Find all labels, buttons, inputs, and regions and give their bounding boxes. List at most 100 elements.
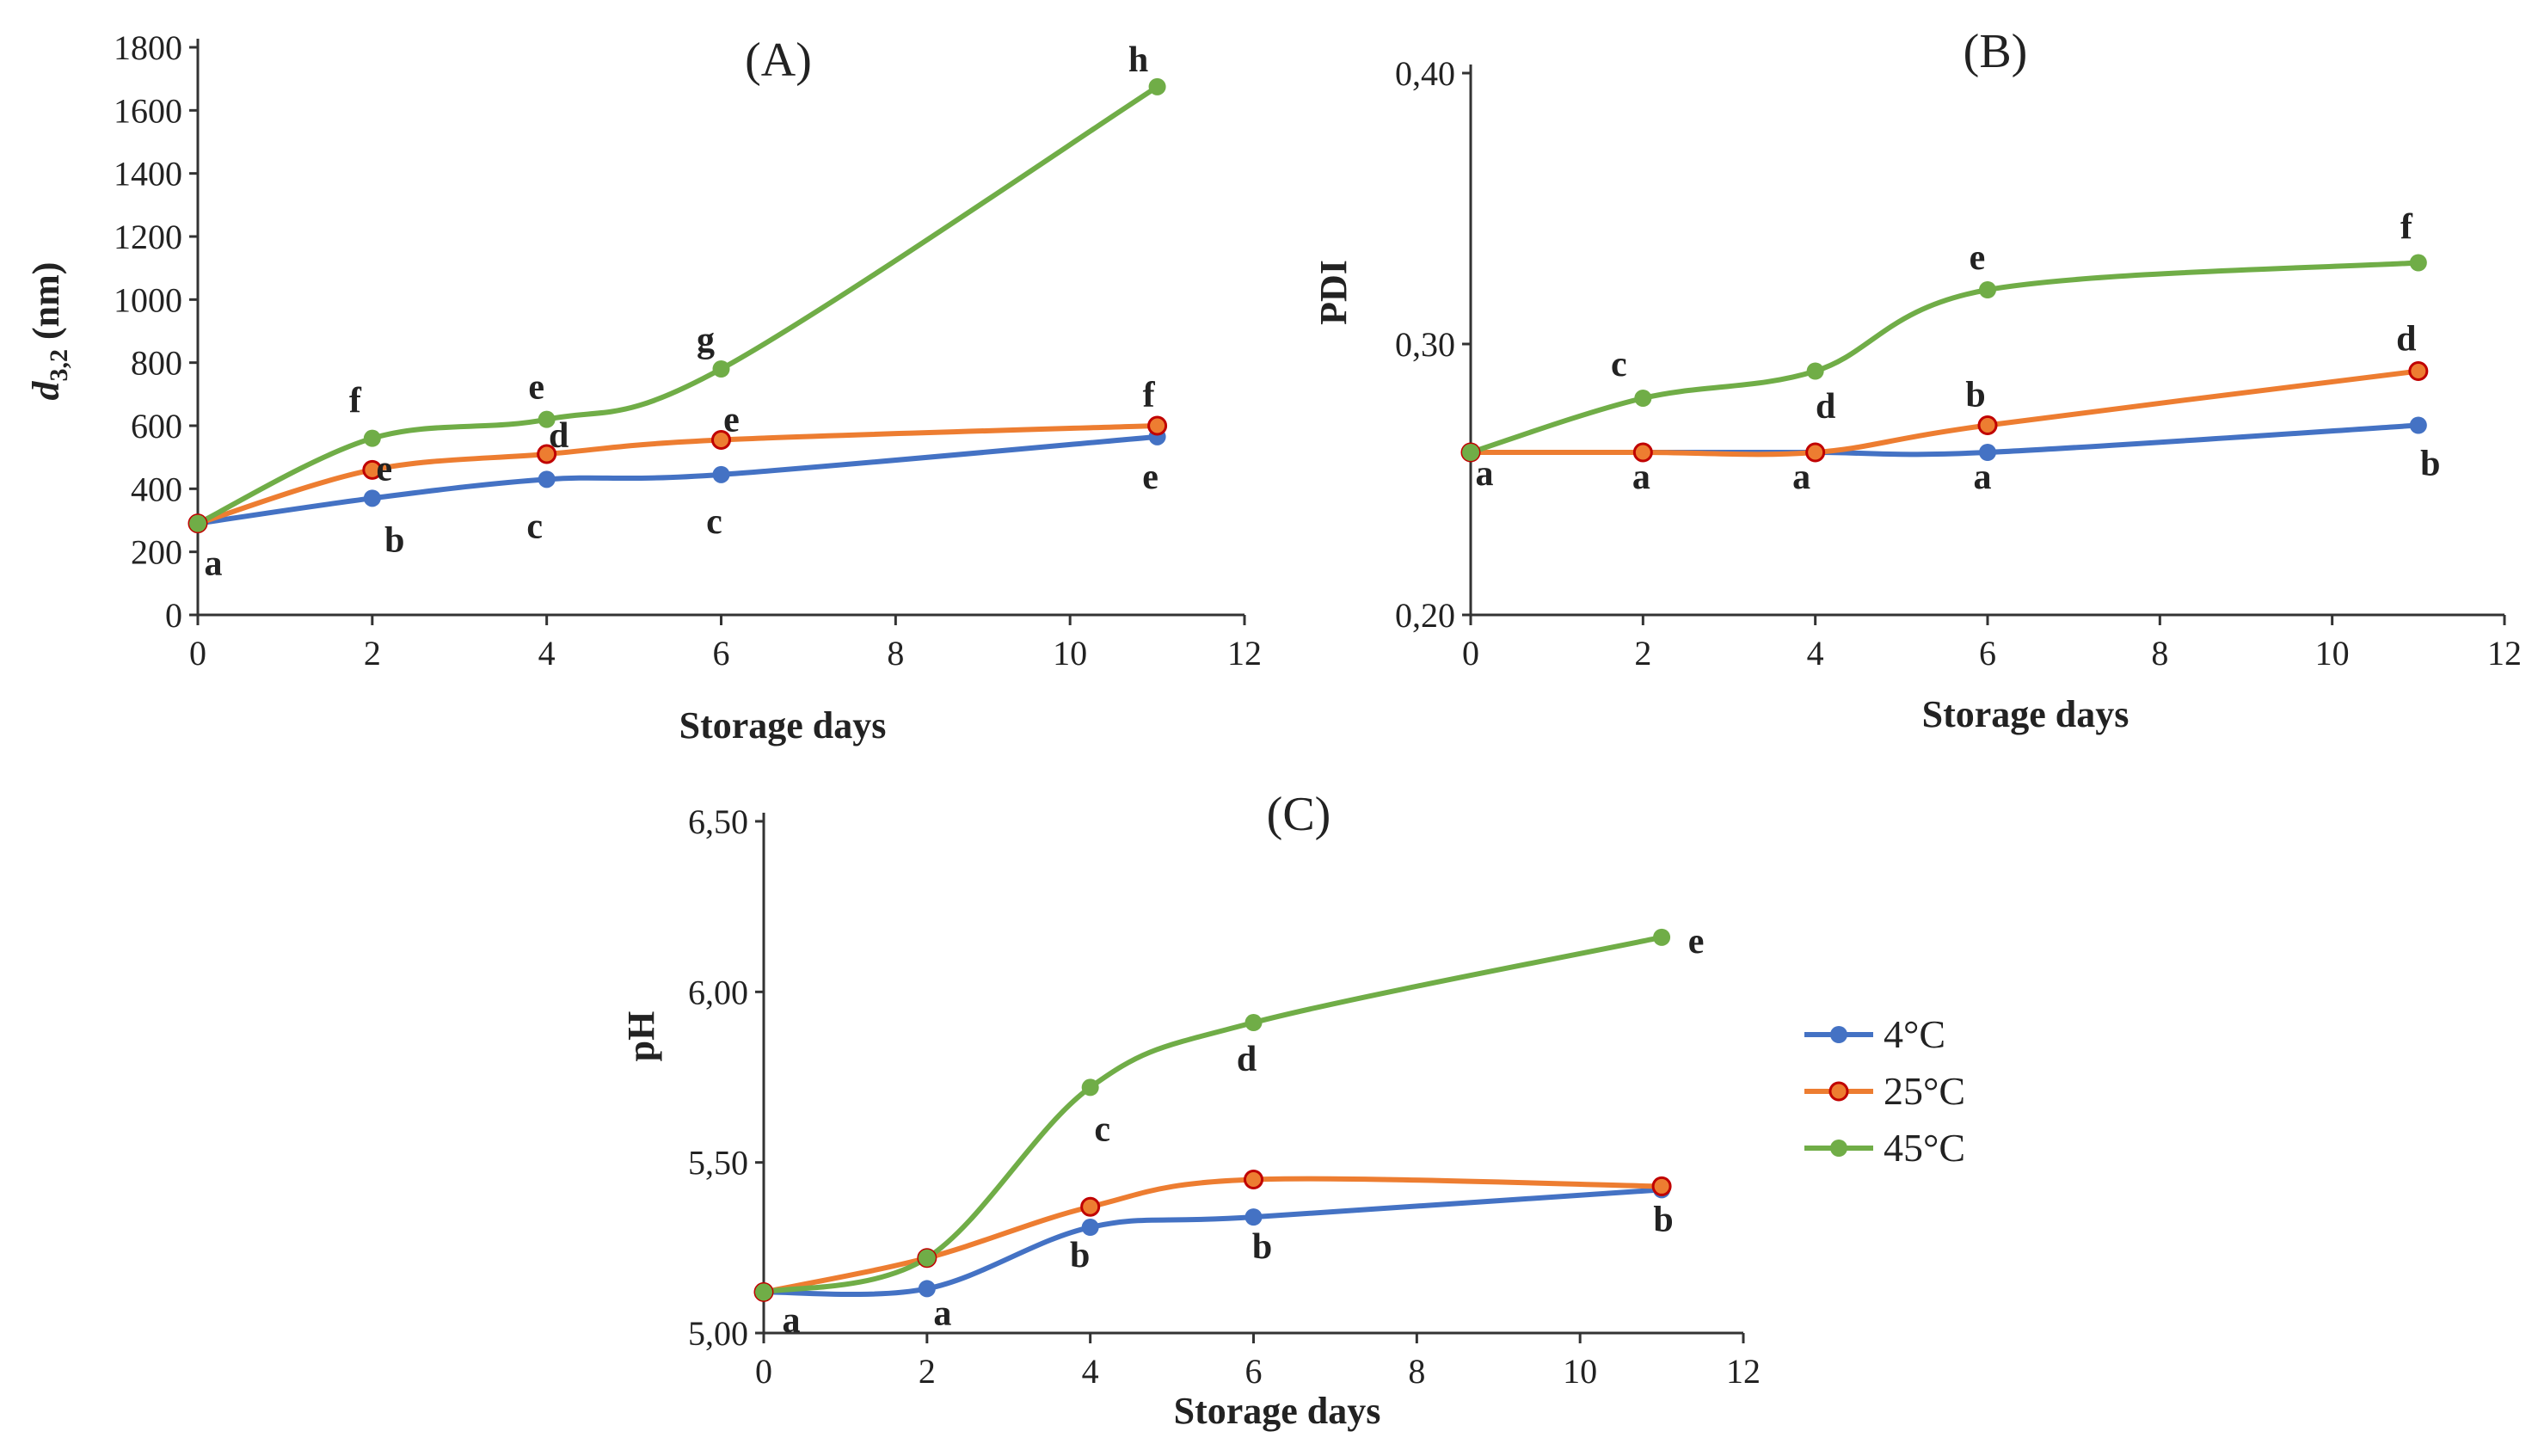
data-point [363,429,381,447]
legend: 4°C 25°C 45°C [1804,1012,1965,1170]
y-tick-label: 5,50 [688,1144,748,1183]
data-point [189,514,206,532]
data-point [538,410,556,428]
panel-title: (B) [1964,25,2028,78]
y-tick-label: 1600 [114,91,182,130]
y-axis-title: pH [620,1011,662,1062]
significance-letter: b [384,520,404,560]
significance-letter: e [528,368,544,408]
data-point [362,459,383,480]
x-tick-label: 12 [1726,1352,1761,1391]
y-tick-label: 400 [131,470,182,508]
panel-c: 0 2 4 6 8 10 12 5,00 5,50 6,00 6,50 (C) Storage days… [620,788,1761,1432]
x-axis-title: Storage days [679,704,887,746]
data-point [1462,444,1479,461]
y-axis-title-unit: (nm) [25,262,67,349]
x-tick-label: 0 [1462,634,1479,673]
y-axis-title-sub: 3,2 [45,349,73,382]
y-tick-label: 1000 [114,280,182,319]
x-tick-label: 0 [755,1352,772,1391]
series-line-25°C [1468,368,2421,458]
legend-label: 45°C [1884,1126,1965,1170]
significance-letter: g [697,321,715,360]
panel-b: 0 2 4 6 8 10 12 0,20 0,30 0,40 (B) Storage days PDI a… [1312,25,2522,735]
y-tick-label: 6,00 [688,973,748,1011]
significance-letter: d [2396,320,2416,359]
panel-title: (A) [745,34,812,87]
y-tick-label: 600 [131,407,182,445]
significance-letter: a [1476,454,1494,494]
data-point [1632,442,1653,463]
significance-letter: d [549,416,568,456]
significance-letter: e [723,401,740,440]
significance-letter: b [1252,1227,1272,1267]
legend-marker [1830,1026,1847,1043]
x-tick-label: 6 [1979,634,1996,673]
series-line-4°C [761,1187,1665,1298]
y-tick-label: 0,20 [1395,596,1455,635]
y-tick-label: 1200 [114,218,182,256]
y-axis-title-main: d [25,380,67,400]
data-point [711,430,731,450]
x-axis-title: Storage days [1922,693,2129,735]
y-axis-title: PDI [1312,260,1355,325]
significance-letter: a [933,1293,951,1333]
x-tick-label: 0 [189,634,206,673]
series-line-45°C [195,83,1160,526]
data-point [918,1280,936,1298]
significance-letter: a [205,544,223,584]
x-tick-label: 2 [364,634,381,673]
data-point [363,489,381,507]
series-line-25°C [761,1176,1665,1295]
data-point [2409,254,2427,272]
x-tick-label: 10 [1053,634,1087,673]
y-tick-label: 0 [165,596,182,635]
significance-letter: d [1237,1040,1257,1079]
x-tick-label: 2 [919,1352,936,1391]
y-tick-label: 5,00 [688,1314,748,1353]
significance-letter: e [1142,458,1158,497]
data-point [1979,281,1996,298]
series-line-4°C [195,433,1160,526]
x-tick-label: 6 [713,634,730,673]
legend-marker [1830,1140,1847,1157]
data-point [1244,1014,1263,1032]
y-tick-label: 6,50 [688,802,748,841]
significance-letter: b [2420,445,2440,484]
data-point [1979,444,1996,461]
significance-letter: f [349,382,362,421]
data-point [755,1283,772,1301]
data-point [1244,1170,1263,1189]
y-tick-label: 800 [131,344,182,383]
data-point [1080,1196,1101,1217]
data-point [1653,928,1671,946]
data-point [1805,442,1826,463]
significance-letter: f [2400,208,2413,248]
x-tick-label: 4 [538,634,556,673]
x-tick-label: 12 [2487,634,2522,673]
data-point [1634,390,1652,407]
data-point [1244,1208,1263,1226]
x-tick-label: 2 [1634,634,1651,673]
series-line-45°C [761,934,1665,1295]
legend-label: 4°C [1884,1012,1945,1056]
data-point [712,465,730,483]
x-tick-label: 4 [1082,1352,1099,1391]
x-tick-label: 8 [2151,634,2168,673]
data-point [1651,1176,1672,1196]
data-point [1977,415,1998,435]
x-tick-label: 8 [887,634,904,673]
significance-letter: c [526,507,543,546]
y-tick-label: 1800 [114,28,182,67]
significance-letter: e [1970,238,1986,278]
data-point [1806,362,1824,380]
significance-letter: e [377,449,393,488]
y-tick-label: 0,40 [1395,54,1455,93]
data-point [1148,77,1166,95]
y-tick-label: 0,30 [1395,325,1455,364]
significance-letter: b [1070,1236,1090,1275]
x-tick-label: 10 [2315,634,2350,673]
significance-letter: c [1094,1109,1110,1149]
significance-letter: a [783,1300,801,1340]
